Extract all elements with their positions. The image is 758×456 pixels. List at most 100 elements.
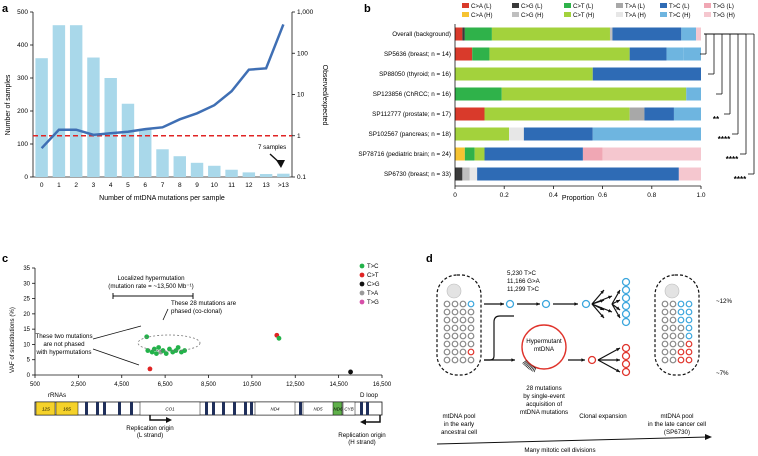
c-trna-mark [118, 402, 121, 415]
c-gene-block [342, 401, 356, 416]
b-legend-label: C>A (L) [471, 4, 492, 10]
c-legend-dot [359, 281, 365, 287]
b-legend-label: T>A (H) [625, 13, 646, 19]
panel-b-chart: C>A (L) C>G (L) C>T (L) T>A (L) T>C (L) T>G (… [358, 3, 755, 199]
d-arrow-lower-link [484, 315, 514, 361]
d-mtdna-upper-expanded [621, 285, 631, 295]
b-bar-segment [501, 87, 687, 101]
a-xtick-label: 13 [262, 182, 270, 189]
a-right-tick-label: 0.1 [297, 174, 306, 181]
b-bar-segment [678, 167, 701, 181]
b-bar-segment [464, 147, 475, 161]
c-ytick-label: 20 [23, 312, 30, 318]
d-mtdna-upper-2 [541, 299, 551, 309]
a-xtick-label: 7 [161, 182, 165, 189]
b-bar-segment [474, 147, 485, 161]
d-early-mtdna [443, 332, 451, 340]
d-mtdna-upper-1 [505, 299, 515, 309]
panel-label-d: d [426, 253, 433, 265]
b-bar-segment [592, 127, 701, 141]
c-trna-mark [244, 402, 247, 415]
c-trna-mark [212, 402, 215, 415]
c-ytick-label: 5 [27, 358, 31, 364]
b-legend-label: T>C (H) [669, 13, 691, 19]
a-ytick-label: 400 [17, 42, 28, 49]
b-legend-label: C>G (H) [521, 13, 544, 19]
b-bar-segment [666, 47, 684, 61]
d-hypermutant-tick [528, 364, 532, 370]
c-trna-mark [299, 402, 302, 415]
c-origin-l-label-1: Replication origin [126, 425, 174, 432]
c-gene-label: ND5 [313, 407, 322, 412]
c-ytick-label: 15 [23, 327, 30, 333]
b-significance-label: **** [734, 175, 747, 184]
b-bar-segment [489, 47, 630, 61]
d-hyper-2: mtDNA [534, 346, 555, 353]
d-pct-2: ~7% [716, 370, 729, 377]
d-early-mtdna [451, 332, 459, 340]
d-hypermutant-tick [529, 365, 533, 371]
d-arrow-fan-upper-2-head [616, 314, 620, 318]
c-ytick-label: 0 [27, 373, 31, 379]
a-bar [259, 174, 273, 177]
c-dloop-label: D loop [360, 392, 378, 399]
d-single-2: by single-event [523, 393, 565, 400]
b-legend-swatch [512, 3, 519, 8]
d-late-mtdna [677, 308, 685, 316]
a-bar [104, 78, 117, 177]
a-xtick-label: 10 [211, 182, 219, 189]
b-xtick-label: 0 [453, 192, 457, 199]
c-legend-dot [359, 299, 365, 305]
c-ytick-label: 10 [23, 342, 30, 348]
b-xtick-label: 1.0 [696, 192, 705, 199]
d-early-mtdna [467, 324, 475, 332]
d-hypermutant-tick [525, 363, 530, 368]
c-data-point [154, 351, 159, 356]
d-mut-1: 5,230 T>C [507, 270, 536, 277]
d-mut-2: 11,166 G>A [507, 278, 541, 285]
b-significance-label: **** [718, 135, 731, 144]
c-data-point [175, 345, 181, 350]
b-legend-label: C>A (H) [471, 13, 493, 19]
c-data-point [151, 346, 157, 352]
b-bar-segment [696, 27, 701, 41]
a-xtick-label: 12 [245, 182, 253, 189]
d-mtdna-lower-expanded [621, 359, 631, 369]
d-late-mtdna [685, 316, 693, 324]
c-data-point [144, 334, 150, 340]
d-mtdna-lower-1 [587, 355, 597, 365]
a-annotation: 7 samples [258, 144, 286, 151]
a-bar [156, 149, 169, 177]
d-early-mtdna [459, 316, 467, 324]
d-late-mtdna [669, 316, 677, 324]
panel-label-b: b [364, 3, 371, 15]
c-xtick-label: 12,500 [286, 382, 305, 388]
a-ylabel: Number of samples [5, 74, 12, 135]
b-bar-segment [686, 87, 701, 101]
a-bar [139, 128, 152, 177]
d-hypermutant-tick [523, 361, 528, 365]
d-mtdna-upper-expanded [621, 277, 631, 287]
d-early-mtdna [467, 308, 475, 316]
b-row-label: SP88050 (thyroid; n = 16) [379, 71, 451, 78]
a-bar [52, 25, 66, 178]
d-mitotic-label: Many mitotic cell divisions [524, 447, 595, 454]
c-ytick-label: 30 [23, 281, 30, 287]
d-pool-early-2: in the early [444, 421, 475, 428]
d-late-mtdna [677, 348, 685, 356]
b-bar-segment [464, 27, 492, 41]
d-early-mtdna [443, 324, 451, 332]
b-bar-segment [609, 27, 613, 41]
b-bar-segment [462, 27, 465, 41]
c-trna-mark [360, 402, 363, 415]
d-mtdna-upper-expanded [621, 309, 631, 319]
d-hypermutant-tick [532, 366, 536, 372]
c-xtick-label: 6,500 [158, 382, 174, 388]
c-trna-mark [233, 402, 236, 415]
c-trna-mark [96, 402, 99, 415]
b-xtick-label: 0.2 [500, 192, 509, 199]
c-data-point [156, 345, 162, 350]
c-xtick-label: 2,500 [71, 382, 87, 388]
c-ylabel: VAF of substitutions (%) [9, 307, 16, 373]
d-arrow-fan-upper-head [600, 314, 604, 318]
